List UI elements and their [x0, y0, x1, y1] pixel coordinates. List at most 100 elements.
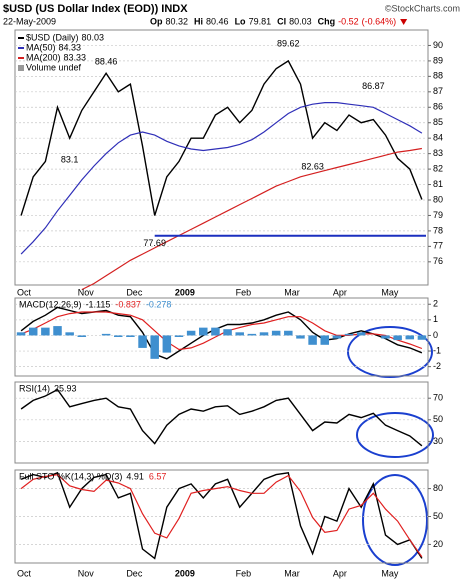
histogram-bar [393, 335, 402, 341]
histogram-bar [308, 335, 317, 345]
histogram-bar [186, 330, 196, 336]
x-tick-label: 2009 [175, 568, 195, 578]
histogram-bar [53, 326, 62, 336]
series-line [20, 311, 423, 351]
y-tick-label: 89 [433, 55, 443, 65]
quote-value: 79.81 [249, 16, 272, 26]
y-tick-label: 80 [433, 483, 443, 493]
quote-label: Lo [235, 16, 246, 26]
panel-value: 25.93 [54, 383, 77, 393]
legend-label: $USD (Daily) [26, 32, 79, 42]
quote-value: 80.46 [206, 16, 229, 26]
y-tick-label: 70 [433, 393, 443, 403]
histogram-bar [65, 332, 74, 336]
y-tick-label: 50 [433, 511, 443, 521]
histogram-bar [126, 335, 135, 337]
histogram-bar [332, 335, 342, 339]
histogram-bar [344, 333, 354, 336]
histogram-bar [235, 332, 244, 336]
series-line [20, 473, 423, 558]
annotation: 89.62 [277, 39, 300, 49]
x-tick-label: May [381, 568, 399, 578]
histogram-bar [138, 335, 147, 348]
quote-value: -0.52 [338, 16, 359, 26]
annotation: 88.46 [95, 57, 118, 67]
quote-value: 80.32 [166, 16, 189, 26]
quote-label: Chg [318, 16, 336, 26]
panel-frame [14, 381, 429, 464]
histogram-bar [356, 332, 366, 336]
y-tick-label: 90 [433, 40, 443, 50]
quote-value: 80.03 [289, 16, 312, 26]
x-tick-label: Apr [333, 568, 347, 578]
series-line [20, 388, 423, 447]
quote-label: Hi [194, 16, 203, 26]
legend-label: MA(50) [26, 42, 56, 52]
legend-value: 83.33 [64, 52, 87, 62]
quote-label: Cl [277, 16, 286, 26]
y-tick-label: 0 [433, 330, 438, 340]
legend-value: 84.33 [59, 42, 82, 52]
highlight-ellipse [362, 474, 428, 566]
y-tick-label: 82 [433, 163, 443, 173]
x-tick-label: Feb [236, 568, 252, 578]
histogram-bar [417, 335, 427, 340]
x-tick-label: May [381, 287, 399, 297]
annotation: 82.63 [301, 162, 324, 172]
histogram-bar [284, 330, 293, 336]
histogram-bar [174, 335, 184, 337]
histogram-bar [259, 332, 269, 336]
y-tick-label: 76 [433, 256, 443, 266]
x-tick-label: Oct [17, 568, 32, 578]
histogram-bar [150, 335, 159, 359]
series-line [20, 102, 423, 255]
histogram-bar [162, 335, 172, 353]
panel-frame [14, 297, 429, 377]
change-pct: (-0.64%) [362, 16, 397, 26]
y-tick-label: -2 [433, 361, 441, 371]
series-line [20, 306, 423, 360]
y-tick-label: 88 [433, 71, 443, 81]
y-tick-label: 1 [433, 314, 438, 324]
histogram-bar [77, 335, 87, 337]
histogram-bar [247, 333, 257, 336]
panel-value: -1.115 [86, 299, 111, 309]
panel-value: 4.91 [126, 471, 144, 481]
histogram-bar [211, 327, 220, 336]
histogram-bar [381, 335, 390, 339]
panel-title: Full STO %K(14,3) %D(3) [19, 471, 122, 481]
y-tick-label: 20 [433, 539, 443, 549]
legend-label: MA(200) [26, 52, 61, 62]
x-tick-label: Dec [126, 568, 143, 578]
histogram-bar [41, 327, 50, 336]
x-tick-label: Mar [284, 287, 300, 297]
legend-swatch [18, 65, 24, 71]
panel-value: 6.57 [149, 471, 167, 481]
histogram-bar [199, 327, 208, 336]
histogram-bar [320, 335, 330, 345]
series-line [20, 471, 423, 560]
chart-title: $USD (US Dollar Index (EOD)) INDX [3, 3, 188, 15]
highlight-ellipse [347, 326, 433, 378]
histogram-bar [271, 330, 281, 336]
histogram-bar [405, 335, 415, 340]
x-tick-label: Nov [78, 568, 95, 578]
y-tick-label: 30 [433, 436, 443, 446]
histogram-bar [101, 333, 111, 336]
series-line [81, 147, 422, 291]
x-tick-label: 2009 [175, 287, 195, 297]
panel-value: -0.278 [146, 299, 172, 309]
y-tick-label: 86 [433, 102, 443, 112]
histogram-bar [28, 327, 38, 336]
down-arrow [400, 19, 408, 25]
panel-title: MACD(12,26,9) [19, 299, 82, 309]
source: ©StockCharts.com [385, 3, 460, 13]
y-tick-label: 81 [433, 179, 443, 189]
annotation: 86.87 [362, 81, 385, 91]
histogram-bar [113, 335, 123, 337]
annotation: 77.69 [143, 238, 166, 248]
x-tick-label: Mar [284, 568, 300, 578]
y-tick-label: 83 [433, 148, 443, 158]
x-tick-label: Nov [78, 287, 95, 297]
